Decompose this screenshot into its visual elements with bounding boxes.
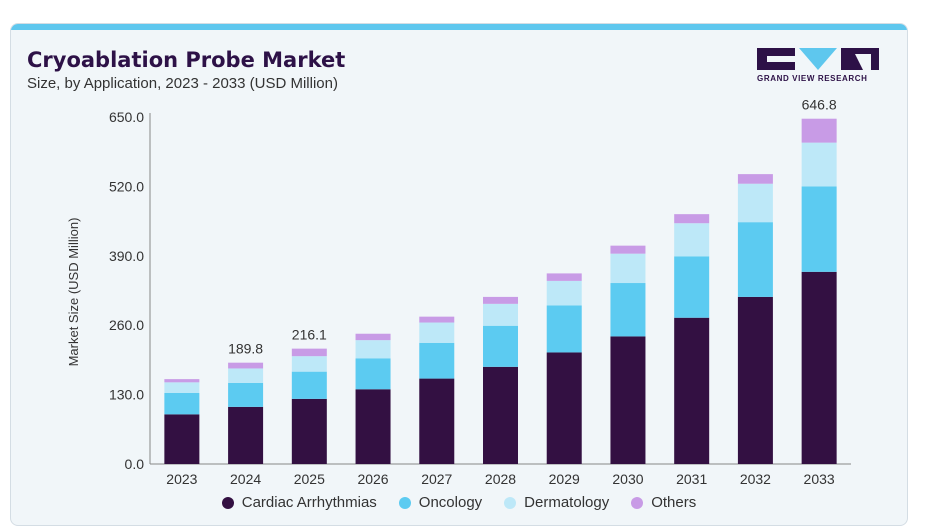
x-tick-label: 2024 — [230, 471, 261, 487]
legend-label: Oncology — [418, 494, 483, 511]
bar-segment-others — [164, 379, 200, 383]
bar-segment-oncology — [674, 256, 710, 318]
y-axis-title: Market Size (USD Million) — [66, 218, 81, 367]
legend-label: Dermatology — [524, 494, 610, 511]
legend-swatch — [398, 496, 411, 509]
bar-segment-dermatology — [737, 183, 773, 223]
bar-segment-others — [419, 316, 455, 323]
x-tick-label: 2027 — [421, 471, 452, 487]
bar-segment-dermatology — [228, 368, 264, 383]
bar-segment-cardiac-arrhythmias — [674, 317, 710, 464]
bar-segment-oncology — [228, 382, 264, 407]
bar-segment-cardiac-arrhythmias — [228, 406, 264, 464]
bar-segment-oncology — [291, 371, 327, 399]
bar-segment-others — [483, 296, 518, 304]
bar-segment-dermatology — [355, 340, 391, 359]
bar-segment-cardiac-arrhythmias — [355, 389, 391, 464]
x-tick-label: 2030 — [612, 471, 643, 487]
y-tick-label: 260.0 — [109, 317, 144, 333]
data-label: 189.8 — [228, 341, 263, 357]
y-tick-label: 130.0 — [109, 387, 144, 403]
bar-segment-others — [228, 362, 264, 369]
bar-segment-dermatology — [483, 303, 518, 326]
bar-segment-others — [291, 348, 327, 357]
bar-segment-oncology — [801, 186, 837, 272]
bar-segment-dermatology — [164, 382, 200, 393]
x-tick-label: 2028 — [485, 471, 516, 487]
logo-mark-chevron-icon — [799, 48, 837, 70]
bar-segment-others — [610, 245, 646, 254]
bar-segment-oncology — [737, 222, 773, 297]
legend-item: Others — [631, 494, 696, 511]
bar-segment-others — [801, 118, 837, 143]
data-label: 216.1 — [292, 327, 327, 343]
bar-segment-dermatology — [546, 280, 582, 306]
bar-segment-dermatology — [419, 322, 455, 343]
x-tick-label: 2031 — [676, 471, 707, 487]
chart-legend: Cardiac Arrhythmias Oncology Dermatology Ot… — [11, 494, 907, 511]
x-tick-label: 2023 — [166, 471, 197, 487]
bar-segment-oncology — [546, 305, 582, 353]
bar-segment-cardiac-arrhythmias — [610, 336, 646, 464]
legend-swatch — [504, 496, 517, 509]
bar-segment-dermatology — [674, 223, 710, 257]
bar-segment-others — [674, 214, 710, 224]
stacked-bar-chart: 0.0 130.0 260.0 390.0 520.0 650.0 Market Size … — [66, 97, 851, 487]
x-tick-label: 2025 — [294, 471, 325, 487]
bar-segment-cardiac-arrhythmias — [419, 378, 455, 464]
bar-segment-dermatology — [801, 142, 837, 187]
bar-segment-others — [737, 174, 773, 184]
x-tick-label: 2032 — [740, 471, 771, 487]
bar-segment-dermatology — [291, 356, 327, 372]
legend-label: Others — [651, 494, 697, 511]
bar-segment-cardiac-arrhythmias — [546, 352, 582, 464]
legend-item: Dermatology — [504, 494, 609, 511]
y-tick-label: 650.0 — [109, 109, 144, 125]
bar-segment-dermatology — [610, 253, 646, 284]
x-tick-label: 2029 — [549, 471, 580, 487]
bar-segment-cardiac-arrhythmias — [737, 296, 773, 464]
y-tick-label: 390.0 — [109, 248, 144, 264]
accent-bar — [11, 24, 907, 30]
legend-item: Cardiac Arrhythmias — [221, 494, 377, 511]
data-label: 646.8 — [802, 97, 837, 113]
bar-segment-others — [355, 333, 391, 341]
legend-swatch — [631, 496, 644, 509]
bar-segment-others — [546, 273, 582, 281]
bar-segment-oncology — [355, 358, 391, 390]
logo-mark-left-icon — [757, 48, 795, 70]
bar-segment-oncology — [483, 325, 518, 367]
x-tick-label: 2026 — [357, 471, 388, 487]
chart-card: Cryoablation Probe Market Size, by Appli… — [10, 23, 908, 526]
bar-segment-oncology — [164, 392, 200, 415]
y-tick-label: 520.0 — [109, 178, 144, 194]
legend-swatch — [221, 496, 234, 509]
grand-view-research-logo: GRAND VIEW RESEARCH — [757, 48, 887, 88]
legend-label: Cardiac Arrhythmias — [241, 494, 377, 511]
chart-title: Cryoablation Probe Market — [27, 48, 346, 72]
bar-segment-cardiac-arrhythmias — [483, 366, 518, 464]
logo-text: GRAND VIEW RESEARCH — [757, 74, 868, 83]
bar-segment-oncology — [419, 342, 455, 379]
bar-segment-cardiac-arrhythmias — [291, 398, 327, 464]
logo-mark-right-icon — [841, 48, 879, 70]
bar-segment-oncology — [610, 283, 646, 337]
legend-item: Oncology — [398, 494, 483, 511]
x-tick-label: 2033 — [804, 471, 835, 487]
chart-subtitle: Size, by Application, 2023 - 2033 (USD M… — [27, 75, 338, 92]
y-tick-label: 0.0 — [125, 456, 145, 472]
bar-segment-cardiac-arrhythmias — [164, 414, 200, 464]
bar-segment-cardiac-arrhythmias — [801, 271, 837, 464]
